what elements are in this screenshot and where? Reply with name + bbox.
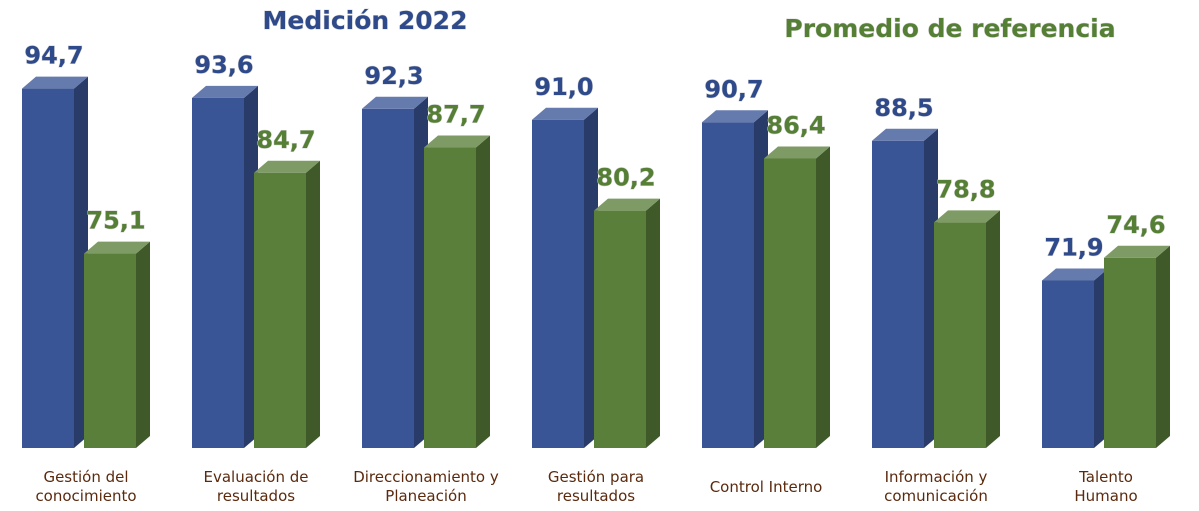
bar-front bbox=[702, 122, 754, 449]
bar bbox=[1104, 245, 1170, 448]
category-label: Talento Humano bbox=[1074, 468, 1138, 505]
bar bbox=[1042, 268, 1108, 448]
bar-side bbox=[136, 241, 150, 448]
category-label: Información y comunicación bbox=[884, 468, 988, 505]
value-label: 91,0 bbox=[534, 73, 593, 101]
bar bbox=[594, 198, 660, 448]
bar bbox=[192, 85, 258, 448]
bar-top bbox=[254, 160, 320, 173]
value-label: 94,7 bbox=[24, 42, 83, 70]
legend-label: Medición 2022 bbox=[263, 6, 468, 35]
bar bbox=[362, 96, 428, 448]
bar-front bbox=[934, 222, 986, 448]
bar-front bbox=[872, 140, 924, 448]
bar-side bbox=[986, 210, 1000, 448]
value-label: 75,1 bbox=[86, 207, 145, 235]
bar-top bbox=[1104, 245, 1170, 258]
value-label: 87,7 bbox=[426, 101, 485, 129]
bar-side bbox=[1156, 245, 1170, 448]
bar-front bbox=[84, 253, 136, 448]
bar bbox=[934, 210, 1000, 448]
category-label: Evaluación de resultados bbox=[203, 468, 309, 505]
value-label: 88,5 bbox=[874, 94, 933, 122]
value-label: 71,9 bbox=[1044, 234, 1103, 262]
bar-top bbox=[532, 107, 598, 120]
bar-top bbox=[1042, 268, 1108, 281]
category-label: Gestión para resultados bbox=[547, 468, 645, 505]
bar-front bbox=[424, 147, 476, 448]
bar bbox=[532, 107, 598, 448]
bar-front bbox=[254, 172, 306, 448]
category-label: Direccionamiento y Planeación bbox=[353, 468, 499, 505]
value-label: 80,2 bbox=[596, 164, 655, 192]
value-label: 84,7 bbox=[256, 126, 315, 154]
value-label: 74,6 bbox=[1106, 211, 1165, 239]
bar-top bbox=[22, 76, 88, 89]
bar-top bbox=[362, 96, 428, 109]
bar-top bbox=[934, 210, 1000, 223]
bar-side bbox=[476, 135, 490, 448]
bar-front bbox=[1104, 257, 1156, 448]
bar bbox=[22, 76, 88, 448]
bar-side bbox=[306, 160, 320, 448]
bar-front bbox=[532, 119, 584, 448]
bar bbox=[702, 110, 768, 449]
bar bbox=[424, 135, 490, 448]
value-label: 92,3 bbox=[364, 62, 423, 90]
value-label: 90,7 bbox=[704, 75, 763, 103]
bar-top bbox=[84, 241, 150, 254]
bar-top bbox=[764, 146, 830, 159]
bar-front bbox=[22, 88, 74, 448]
bar-front bbox=[1042, 280, 1094, 448]
bar-top bbox=[424, 135, 490, 148]
bar-top bbox=[192, 85, 258, 98]
bar-front bbox=[192, 97, 244, 448]
bar bbox=[764, 146, 830, 448]
value-label: 86,4 bbox=[766, 111, 825, 139]
bar-side bbox=[816, 146, 830, 448]
bar-top bbox=[872, 128, 938, 141]
value-label: 78,8 bbox=[936, 175, 995, 203]
bar-side bbox=[646, 198, 660, 448]
category-label: Gestión del conocimiento bbox=[35, 468, 137, 505]
value-label: 93,6 bbox=[194, 51, 253, 79]
bar-front bbox=[594, 210, 646, 448]
category-label: Control Interno bbox=[709, 478, 823, 496]
legend-label: Promedio de referencia bbox=[784, 14, 1115, 43]
bar bbox=[872, 128, 938, 448]
bar-front bbox=[764, 158, 816, 448]
bar-top bbox=[594, 198, 660, 211]
bar bbox=[254, 160, 320, 448]
bar bbox=[84, 241, 150, 448]
bar-top bbox=[702, 110, 768, 123]
bar-front bbox=[362, 108, 414, 448]
